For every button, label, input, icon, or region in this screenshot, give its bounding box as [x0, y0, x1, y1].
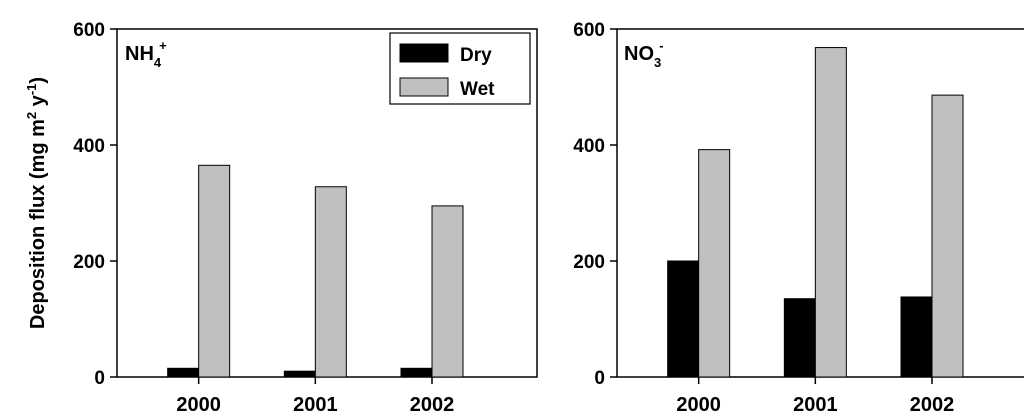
y-axis-label-sup2: -1 — [24, 84, 39, 96]
y-ticks-nh4: 0 200 400 600 — [73, 20, 117, 389]
y-tick-label-nh4-0: 0 — [94, 368, 105, 389]
legend: Dry Wet — [389, 32, 531, 105]
bar-no3-wet-2001 — [814, 47, 847, 378]
bar-nh4-wet-2002 — [431, 205, 464, 378]
x-ticks-nh4: 2000 2001 2002 — [176, 377, 454, 414]
y-ticks-no3: 0 200 400 600 — [573, 20, 617, 389]
bars-no3 — [667, 47, 964, 378]
x-tick-label-no3-2002: 2002 — [910, 394, 955, 414]
y-axis-label-sup1: 2 — [24, 112, 39, 119]
bar-nh4-dry-2002 — [400, 367, 433, 378]
panel-label-no3: NO3 - — [624, 38, 664, 70]
y-axis-label: Deposition flux (mg m2 y-1) — [24, 77, 49, 329]
panel-label-nh4-sub: 4 — [154, 55, 162, 70]
x-tick-label-nh4-2000: 2000 — [176, 394, 221, 414]
bar-no3-wet-2002 — [931, 94, 964, 378]
y-tick-label-nh4-600: 600 — [73, 20, 105, 41]
legend-label-wet: Wet — [460, 79, 495, 100]
y-tick-label-nh4-200: 200 — [73, 252, 105, 273]
bar-no3-wet-2000 — [698, 149, 731, 378]
y-axis-label-end: ) — [27, 77, 49, 84]
bar-no3-dry-2000 — [667, 260, 700, 378]
x-tick-label-no3-2001: 2001 — [793, 394, 838, 414]
chart-panel-nh4: 0 200 400 600 2000 2001 2002 NH4 + Dry Wet — [73, 20, 538, 414]
y-tick-label-no3-200: 200 — [573, 252, 605, 273]
panel-label-nh4: NH4 + — [125, 38, 167, 70]
legend-swatch-wet — [399, 77, 449, 97]
bar-no3-dry-2002 — [900, 296, 933, 378]
y-tick-label-no3-600: 600 — [573, 20, 605, 41]
panel-label-nh4-sup: + — [159, 38, 167, 53]
chart-panel-no3: 0 200 400 600 2000 2001 2002 NO3 - — [573, 20, 1024, 414]
panel-label-nh4-main: NH — [125, 43, 154, 65]
x-tick-label-nh4-2001: 2001 — [293, 394, 338, 414]
x-tick-label-no3-2000: 2000 — [676, 394, 721, 414]
panel-label-no3-sub: 3 — [654, 55, 661, 70]
x-tick-label-nh4-2002: 2002 — [410, 394, 455, 414]
legend-swatch-dry — [399, 43, 449, 63]
bar-nh4-wet-2000 — [198, 164, 231, 378]
panel-label-no3-sup: - — [659, 38, 663, 53]
y-axis-label-main: Deposition flux (mg m — [27, 119, 49, 329]
y-axis-label-mid: y — [27, 94, 49, 112]
panel-label-no3-main: NO — [624, 43, 654, 65]
x-ticks-no3: 2000 2001 2002 — [676, 377, 954, 414]
y-tick-label-no3-0: 0 — [594, 368, 605, 389]
bar-nh4-wet-2001 — [314, 186, 347, 378]
bars-nh4 — [167, 164, 464, 378]
bar-nh4-dry-2000 — [167, 367, 200, 378]
y-tick-label-no3-400: 400 — [573, 136, 605, 157]
y-tick-label-nh4-400: 400 — [73, 136, 105, 157]
legend-label-dry: Dry — [460, 45, 492, 66]
bar-nh4-dry-2001 — [283, 370, 316, 378]
bar-no3-dry-2001 — [783, 298, 816, 378]
